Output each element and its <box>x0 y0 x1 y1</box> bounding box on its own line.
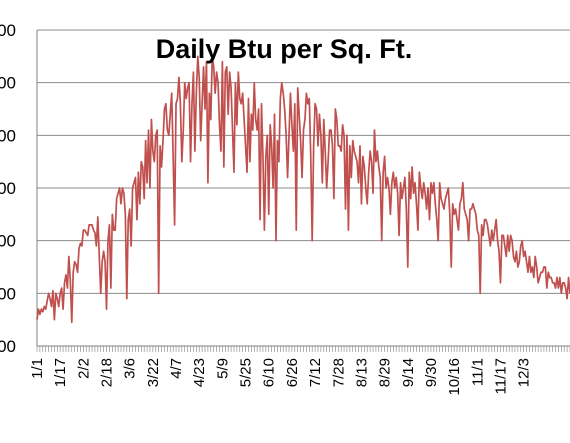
x-tick-label: 3/22 <box>145 358 162 387</box>
x-tick-label: 12/3 <box>516 358 533 387</box>
x-tick-label: 2/2 <box>75 358 92 379</box>
y-tick-label: 000 <box>0 232 16 251</box>
series-line <box>36 55 570 324</box>
x-tick-label: 7/28 <box>330 358 347 387</box>
x-tick-label: 2/18 <box>99 358 116 387</box>
x-tick-label: 10/16 <box>446 358 463 396</box>
x-tick-label: 11/1 <box>469 358 486 386</box>
x-tick-label: 5/9 <box>214 358 231 379</box>
y-tick-label: 000 <box>0 337 16 356</box>
y-tick-label: 000 <box>0 284 16 303</box>
x-axis: 1/1 1/17 2/2 2/18 3/6 3/22 4/7 4/23 5/9 5/25 6/10 6… <box>29 346 570 396</box>
x-tick-label: 3/6 <box>122 358 139 379</box>
x-tick-label: 4/7 <box>168 358 185 379</box>
y-axis-ticks: 000 000 000 000 000 000 000 <box>0 21 16 356</box>
x-tick-label: 6/26 <box>284 358 301 387</box>
x-tick-label: 8/13 <box>353 358 370 387</box>
gridlines <box>36 29 570 347</box>
x-tick-label: 9/30 <box>423 358 440 387</box>
x-tick-label: 8/29 <box>377 358 394 387</box>
series-group <box>36 55 570 324</box>
x-tick-label: 7/12 <box>307 358 324 387</box>
x-tick-label: 1/1 <box>29 358 46 379</box>
x-tick-label: 4/23 <box>191 358 208 387</box>
x-tick-label: 1/17 <box>52 358 69 387</box>
y-tick-label: 000 <box>0 126 16 145</box>
x-tick-label: 11/17 <box>492 358 509 394</box>
chart-title: Daily Btu per Sq. Ft. <box>156 34 413 64</box>
y-tick-label: 000 <box>0 179 16 198</box>
x-tick-label: 9/14 <box>400 358 417 387</box>
x-tick-label: 6/10 <box>261 358 278 387</box>
x-tick-label: 5/25 <box>238 358 255 387</box>
y-tick-label: 000 <box>0 74 16 93</box>
y-tick-label: 000 <box>0 21 16 40</box>
